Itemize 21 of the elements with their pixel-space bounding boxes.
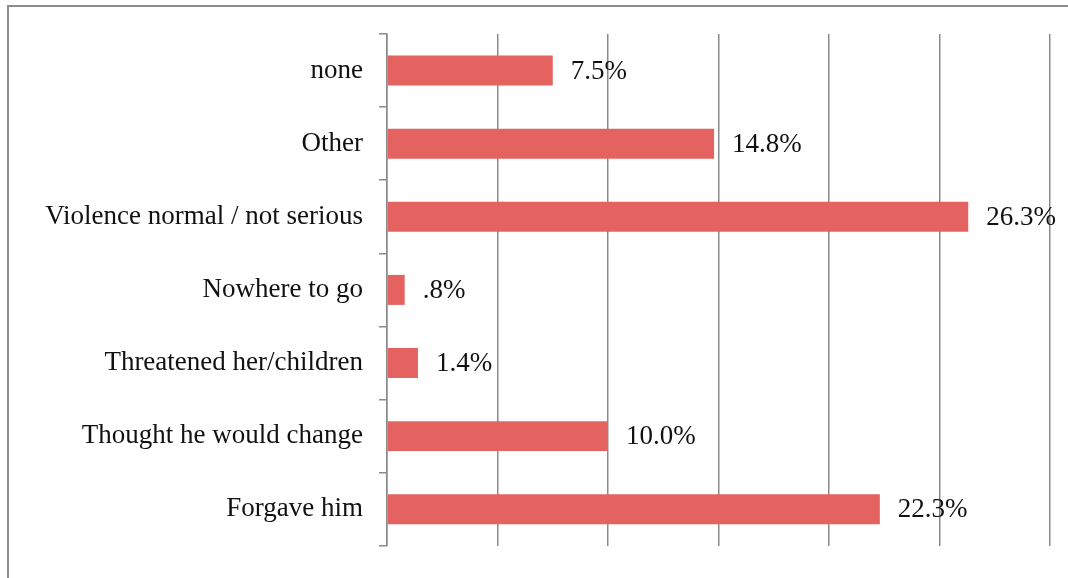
bar — [387, 421, 608, 452]
data-label: 14.8% — [732, 127, 802, 158]
y-tick-label: Other — [301, 126, 363, 157]
data-label: 1.4% — [435, 347, 493, 378]
bar — [387, 274, 405, 305]
y-tick-label: none — [310, 53, 364, 84]
y-tick-label: Violence normal / not serious — [45, 199, 363, 230]
data-label: 7.5% — [570, 54, 627, 85]
bar — [387, 494, 880, 525]
data-label: 26.3% — [986, 200, 1056, 231]
bar — [387, 55, 553, 86]
bar — [387, 128, 715, 159]
data-label: 22.3% — [897, 493, 968, 524]
bar — [387, 348, 418, 378]
y-tick-label: Thought he would change — [81, 419, 364, 450]
y-tick-label: Nowhere to go — [202, 272, 363, 303]
y-tick-label: Threatened her/children — [104, 346, 364, 377]
data-label: .8% — [422, 273, 466, 304]
y-tick-label: Forgave him — [226, 492, 363, 523]
bar — [387, 201, 969, 232]
data-label: 10.0% — [626, 420, 696, 451]
